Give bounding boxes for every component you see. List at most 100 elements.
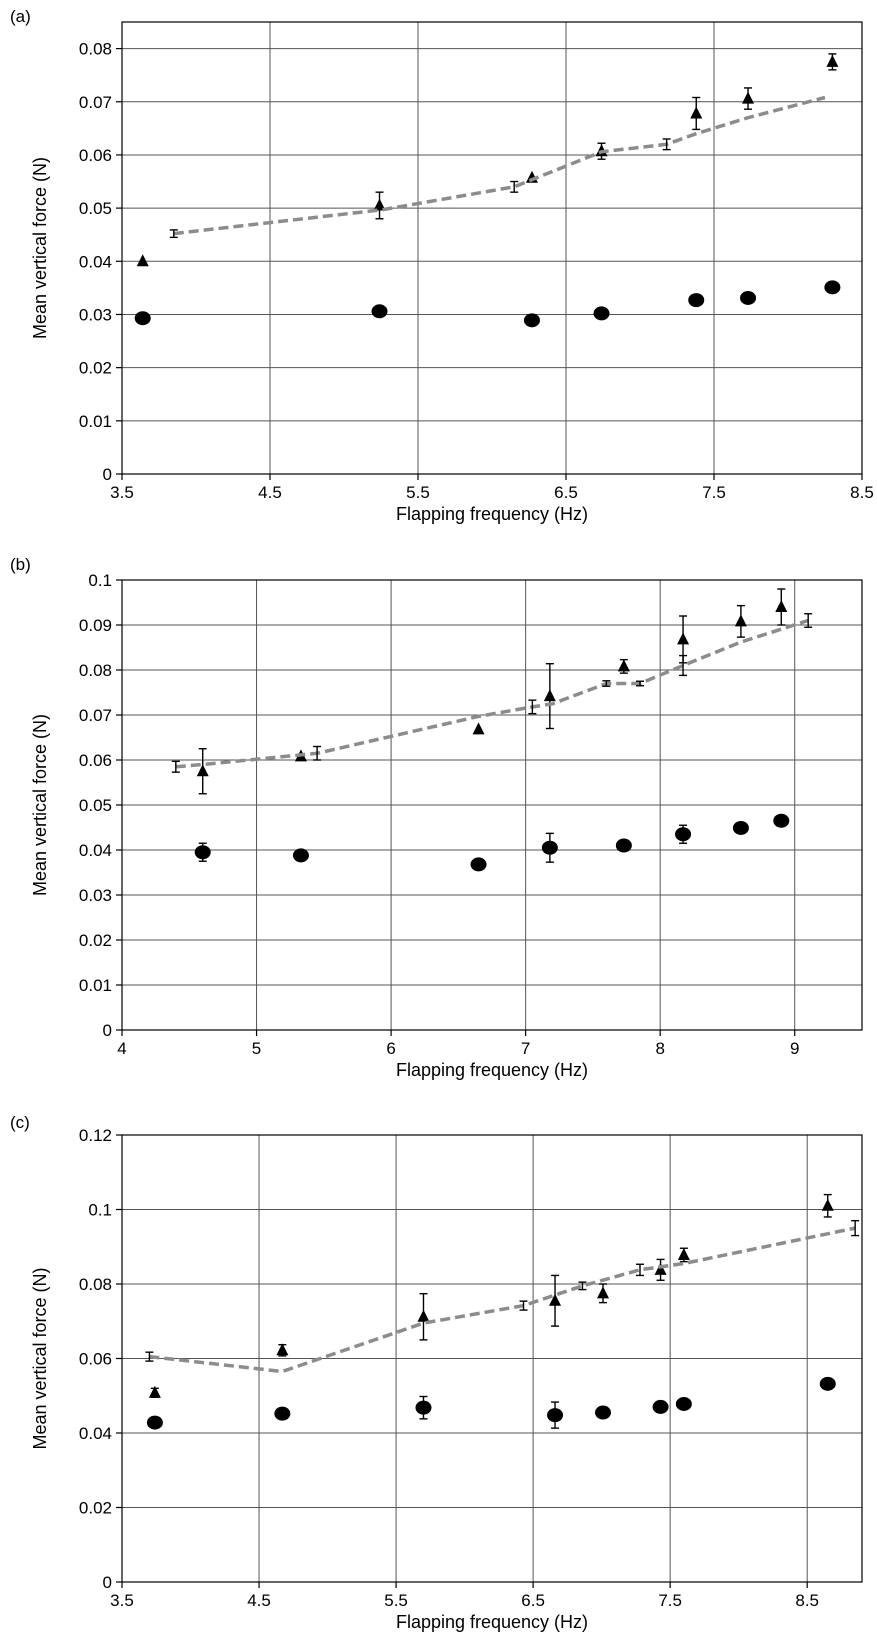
y-tick-label: 0.06 xyxy=(79,146,112,165)
panel-label: (c) xyxy=(10,1113,30,1132)
circle-marker xyxy=(652,1399,669,1414)
circle-marker xyxy=(675,1396,692,1411)
circle-marker xyxy=(740,290,757,305)
x-tick-label: 3.5 xyxy=(110,1591,134,1610)
y-tick-label: 0.04 xyxy=(79,1424,112,1443)
triangle-marker xyxy=(617,659,630,672)
y-axis-label: Mean vertical force (N) xyxy=(30,1267,50,1449)
circle-marker xyxy=(595,1405,611,1420)
triangle-marker xyxy=(136,254,149,267)
triangle-marker xyxy=(472,722,485,735)
x-tick-label: 7.5 xyxy=(658,1591,682,1610)
panel-label: (b) xyxy=(10,555,31,574)
y-tick-label: 0.02 xyxy=(79,931,112,950)
x-tick-label: 8 xyxy=(655,1039,664,1058)
x-axis-label: Flapping frequency (Hz) xyxy=(396,504,588,524)
y-tick-label: 0.06 xyxy=(79,751,112,770)
x-tick-label: 4.5 xyxy=(258,483,282,502)
y-tick-label: 0.02 xyxy=(79,1499,112,1518)
y-tick-label: 0.02 xyxy=(79,359,112,378)
x-tick-label: 5.5 xyxy=(384,1591,408,1610)
y-tick-label: 0.07 xyxy=(79,706,112,725)
triangle-marker xyxy=(821,1198,834,1211)
circle-marker xyxy=(146,1415,163,1430)
circle-marker xyxy=(470,857,487,872)
dashed-series-line xyxy=(173,95,826,236)
circle-marker xyxy=(134,311,151,326)
circle-marker xyxy=(274,1406,291,1421)
circle-marker xyxy=(194,845,211,860)
y-tick-label: 0.1 xyxy=(88,1201,112,1220)
y-tick-label: 0.08 xyxy=(79,1275,112,1294)
circle-marker xyxy=(292,848,309,863)
x-tick-label: 4 xyxy=(117,1039,126,1058)
triangle-marker xyxy=(549,1293,562,1306)
circle-marker xyxy=(824,280,841,295)
x-tick-label: 3.5 xyxy=(110,483,134,502)
triangle-marker xyxy=(148,1385,161,1398)
triangle-marker xyxy=(196,764,209,777)
y-tick-label: 0.01 xyxy=(79,412,112,431)
y-tick-label: 0 xyxy=(103,1021,112,1040)
triangle-marker xyxy=(654,1262,667,1275)
x-tick-label: 6.5 xyxy=(521,1591,545,1610)
y-tick-label: 0.05 xyxy=(79,199,112,218)
x-tick-label: 6.5 xyxy=(554,483,578,502)
chart-panel-c: (c) 3.5 4.5 5.5 6.5 7.5 8.5 0 0.02 0.04 0.06 0.08 0.… xyxy=(10,1113,863,1632)
circle-marker xyxy=(371,304,388,319)
x-tick-label: 5 xyxy=(252,1039,261,1058)
y-tick-label: 0.04 xyxy=(79,252,112,271)
y-tick-label: 0.06 xyxy=(79,1350,112,1369)
plot-frame xyxy=(121,21,863,475)
circle-marker xyxy=(675,827,692,842)
x-tick-label: 6 xyxy=(386,1039,395,1058)
triangle-marker xyxy=(417,1309,430,1322)
triangle-marker xyxy=(734,614,747,627)
x-tick-label: 4.5 xyxy=(247,1591,271,1610)
panel-label: (a) xyxy=(10,7,31,26)
circle-marker xyxy=(541,840,558,855)
circle-marker xyxy=(773,813,790,828)
circle-marker xyxy=(819,1376,836,1391)
circle-marker xyxy=(593,306,610,321)
triangle-marker xyxy=(677,632,690,645)
x-tick-label: 8.5 xyxy=(795,1591,819,1610)
circle-marker xyxy=(547,1408,564,1423)
x-axis-label: Flapping frequency (Hz) xyxy=(396,1060,588,1080)
dashed-series-line xyxy=(149,1226,856,1374)
y-tick-label: 0.07 xyxy=(79,93,112,112)
circle-marker xyxy=(523,313,540,328)
y-tick-label: 0.03 xyxy=(79,886,112,905)
x-tick-label: 9 xyxy=(790,1039,799,1058)
chart-panel-b: (b) 4 5 6 7 8 9 0 0.01 0.02 0.03 0.04 0.05 0.06 0.07 0.… xyxy=(10,555,863,1080)
triangle-marker xyxy=(690,106,703,119)
triangle-marker xyxy=(775,600,788,612)
triangle-marker xyxy=(742,91,755,104)
triangle-marker xyxy=(543,689,556,702)
triangle-marker xyxy=(373,198,386,211)
y-axis-label: Mean vertical force (N) xyxy=(30,714,50,896)
y-tick-label: 0.01 xyxy=(79,976,112,995)
dashed-series-line xyxy=(175,618,809,769)
y-tick-label: 0 xyxy=(103,465,112,484)
x-tick-label: 8.5 xyxy=(850,483,874,502)
y-tick-label: 0 xyxy=(103,1573,112,1592)
x-tick-label: 7 xyxy=(521,1039,530,1058)
triangle-marker xyxy=(677,1247,690,1260)
chart-panel-a: (a) 3.5 4.5 5.5 6.5 7.5 8.5 0 0.01 0.02 0.03 0.04 0.… xyxy=(10,7,874,524)
triangle-marker xyxy=(597,1286,609,1299)
y-tick-label: 0.04 xyxy=(79,841,112,860)
y-tick-label: 0.12 xyxy=(79,1126,112,1145)
triangle-marker xyxy=(826,54,839,67)
circle-marker xyxy=(688,293,705,308)
y-tick-label: 0.08 xyxy=(79,40,112,59)
y-tick-label: 0.09 xyxy=(79,616,112,635)
x-axis-label: Flapping frequency (Hz) xyxy=(396,1612,588,1632)
y-tick-label: 0.05 xyxy=(79,796,112,815)
circle-marker xyxy=(732,820,749,835)
y-tick-label: 0.03 xyxy=(79,305,112,324)
y-axis-label: Mean vertical force (N) xyxy=(30,157,50,339)
x-tick-label: 7.5 xyxy=(702,483,726,502)
y-tick-label: 0.1 xyxy=(88,571,112,590)
